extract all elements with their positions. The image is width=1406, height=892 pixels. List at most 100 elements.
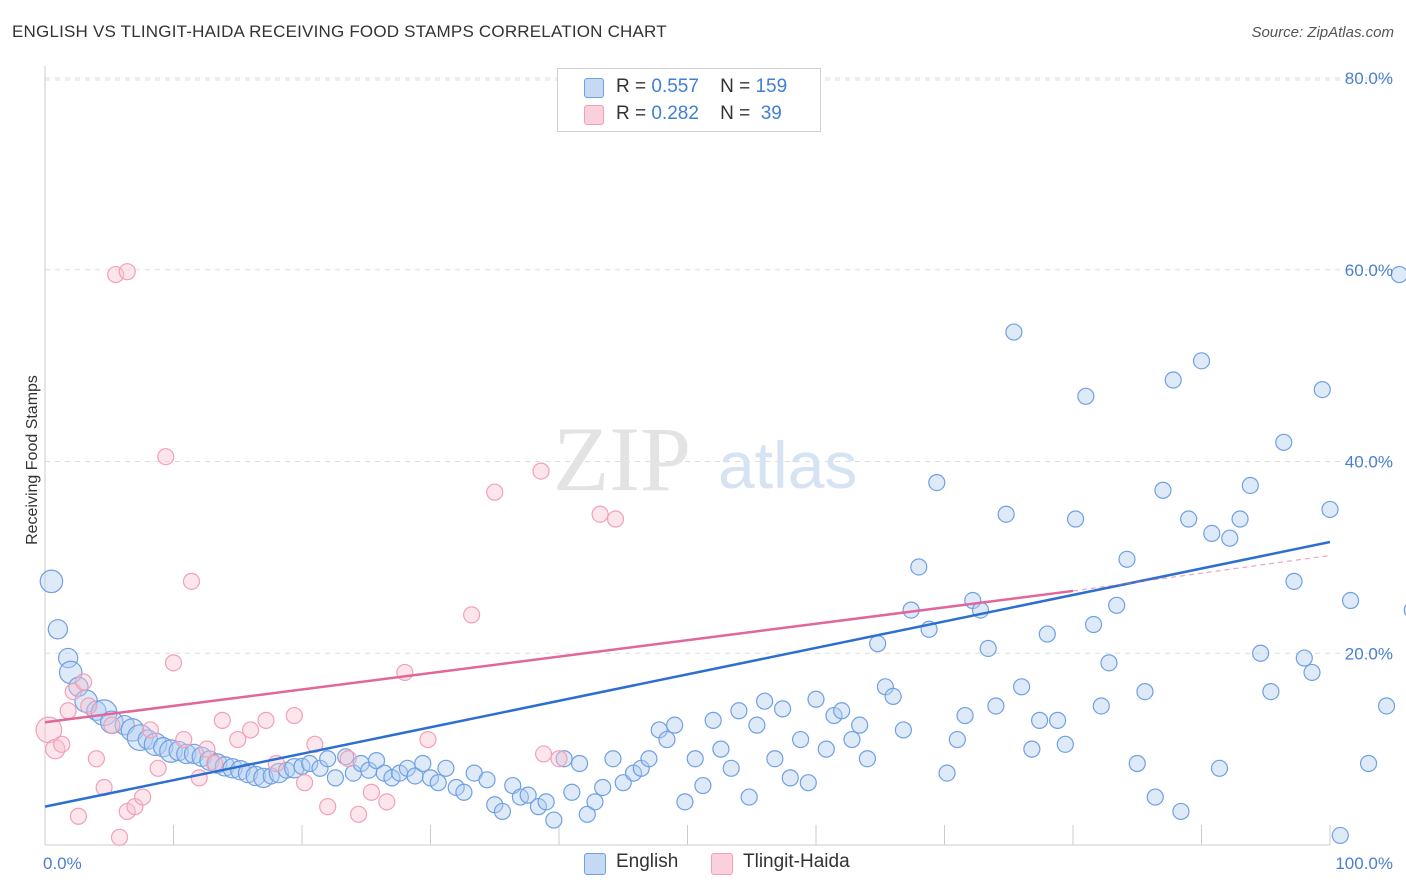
english-point: [987, 697, 1005, 715]
tlingit-haida-point: [182, 572, 201, 590]
english-point: [755, 692, 774, 710]
english-point: [1262, 682, 1280, 701]
english-point: [1359, 754, 1378, 773]
english-point: [1066, 510, 1085, 528]
tlingit-haida-point: [80, 697, 98, 715]
english-point: [997, 505, 1015, 523]
chart-source: Source: ZipAtlas.com: [1251, 24, 1394, 41]
trend-lines: [44, 540, 1331, 808]
english-point: [570, 754, 589, 773]
english-point: [1231, 510, 1249, 528]
english-point: [843, 730, 861, 749]
english-point: [1295, 649, 1313, 667]
english-point: [1341, 591, 1360, 610]
english-point: [429, 774, 447, 792]
english-point: [1331, 826, 1349, 845]
english-point: [301, 754, 319, 773]
english-point: [1023, 740, 1041, 758]
english-point: [722, 759, 740, 777]
english-point: [1005, 323, 1023, 341]
english-point: [1118, 550, 1136, 568]
english-point: [437, 759, 455, 777]
english-point: [367, 752, 386, 770]
legend-label-tlingit-haida: Tlingit-Haida: [743, 851, 850, 872]
tlingit-haida-point: [59, 702, 77, 720]
legend-swatch-tlingit-haida: [584, 105, 604, 125]
english-point: [766, 750, 784, 768]
tlingit-haida-point: [349, 805, 368, 823]
english-point: [519, 786, 537, 804]
tlingit-haida-point: [362, 783, 380, 801]
english-point: [1136, 682, 1154, 701]
english-point: [1056, 735, 1074, 753]
tlingit-haida-point: [229, 730, 247, 749]
chart-title: ENGLISH VS TLINGIT-HAIDA RECEIVING FOOD …: [12, 22, 667, 41]
english-point: [168, 740, 189, 762]
tlingit-haida-point: [378, 793, 396, 811]
english-point: [57, 647, 79, 669]
axes: [44, 66, 1331, 846]
tlingit-haida-point: [198, 740, 216, 758]
english-point: [730, 702, 748, 720]
legend-key-tlingit-haida: [711, 853, 733, 875]
tlingit-haida-point: [103, 716, 121, 734]
tlingit-haida-point: [118, 263, 136, 281]
stats-legend: R = 0.557 N = 159 R = 0.282 N = 39: [557, 68, 821, 132]
english-point: [545, 811, 563, 829]
tlingit-haida-point: [295, 774, 314, 792]
legend-swatch-english: [584, 78, 604, 98]
watermark-zip: ZIP: [553, 408, 691, 510]
english-point: [948, 730, 966, 749]
tlingit-haida-point: [606, 510, 625, 528]
tlingit-haida-trend-extension: [1072, 554, 1331, 592]
tlingit-haida-point: [190, 769, 208, 787]
tlingit-haida-point: [319, 798, 337, 816]
tlingit-haida-point: [285, 706, 303, 725]
english-point: [326, 769, 345, 787]
english-point: [594, 778, 612, 797]
english-point: [1192, 352, 1211, 370]
english-point: [817, 740, 835, 758]
english-point: [869, 635, 887, 653]
english-point: [493, 802, 512, 821]
tlingit-haida-point: [486, 483, 504, 501]
x-tick-label: 0.0%: [43, 854, 82, 873]
english-point: [1030, 711, 1049, 729]
english-point: [455, 783, 473, 801]
english-point: [1275, 433, 1293, 451]
tlingit-haida-point: [534, 745, 553, 763]
english-point: [555, 750, 573, 768]
english-point: [478, 771, 496, 789]
english-point: [586, 793, 604, 811]
english-point: [47, 619, 69, 640]
english-point: [791, 730, 810, 749]
english-point: [176, 743, 197, 765]
tlingit-haida-point: [157, 448, 175, 466]
english-point: [686, 750, 704, 768]
x-tick-label: 100.0%: [1335, 854, 1393, 873]
english-point: [1164, 371, 1182, 389]
english-point: [1210, 759, 1229, 777]
english-point: [740, 788, 758, 806]
tlingit-haida-point: [419, 730, 437, 749]
english-point: [781, 769, 799, 787]
english-point: [1321, 500, 1339, 519]
tlingit-haida-point: [87, 750, 106, 768]
english-trend-line: [44, 540, 1331, 808]
y-tick-label: 20.0%: [1345, 644, 1393, 663]
tlingit-haida-point: [141, 721, 159, 739]
legend-row-tlingit-haida: R = 0.282 N = 39: [584, 103, 782, 127]
english-point: [206, 753, 228, 774]
english-point: [563, 783, 581, 801]
english-point: [658, 730, 676, 749]
tlingit-haida-point: [213, 711, 231, 729]
english-point: [39, 569, 64, 594]
english-point: [1313, 380, 1331, 399]
tlingit-haida-point: [550, 750, 568, 768]
tlingit-haida-point: [134, 788, 152, 806]
english-point: [604, 750, 622, 768]
english-point: [1128, 754, 1146, 773]
english-point: [979, 639, 997, 658]
y-axis-label: Receiving Food Stamps: [24, 375, 41, 545]
tlingit-haida-point: [175, 730, 193, 749]
